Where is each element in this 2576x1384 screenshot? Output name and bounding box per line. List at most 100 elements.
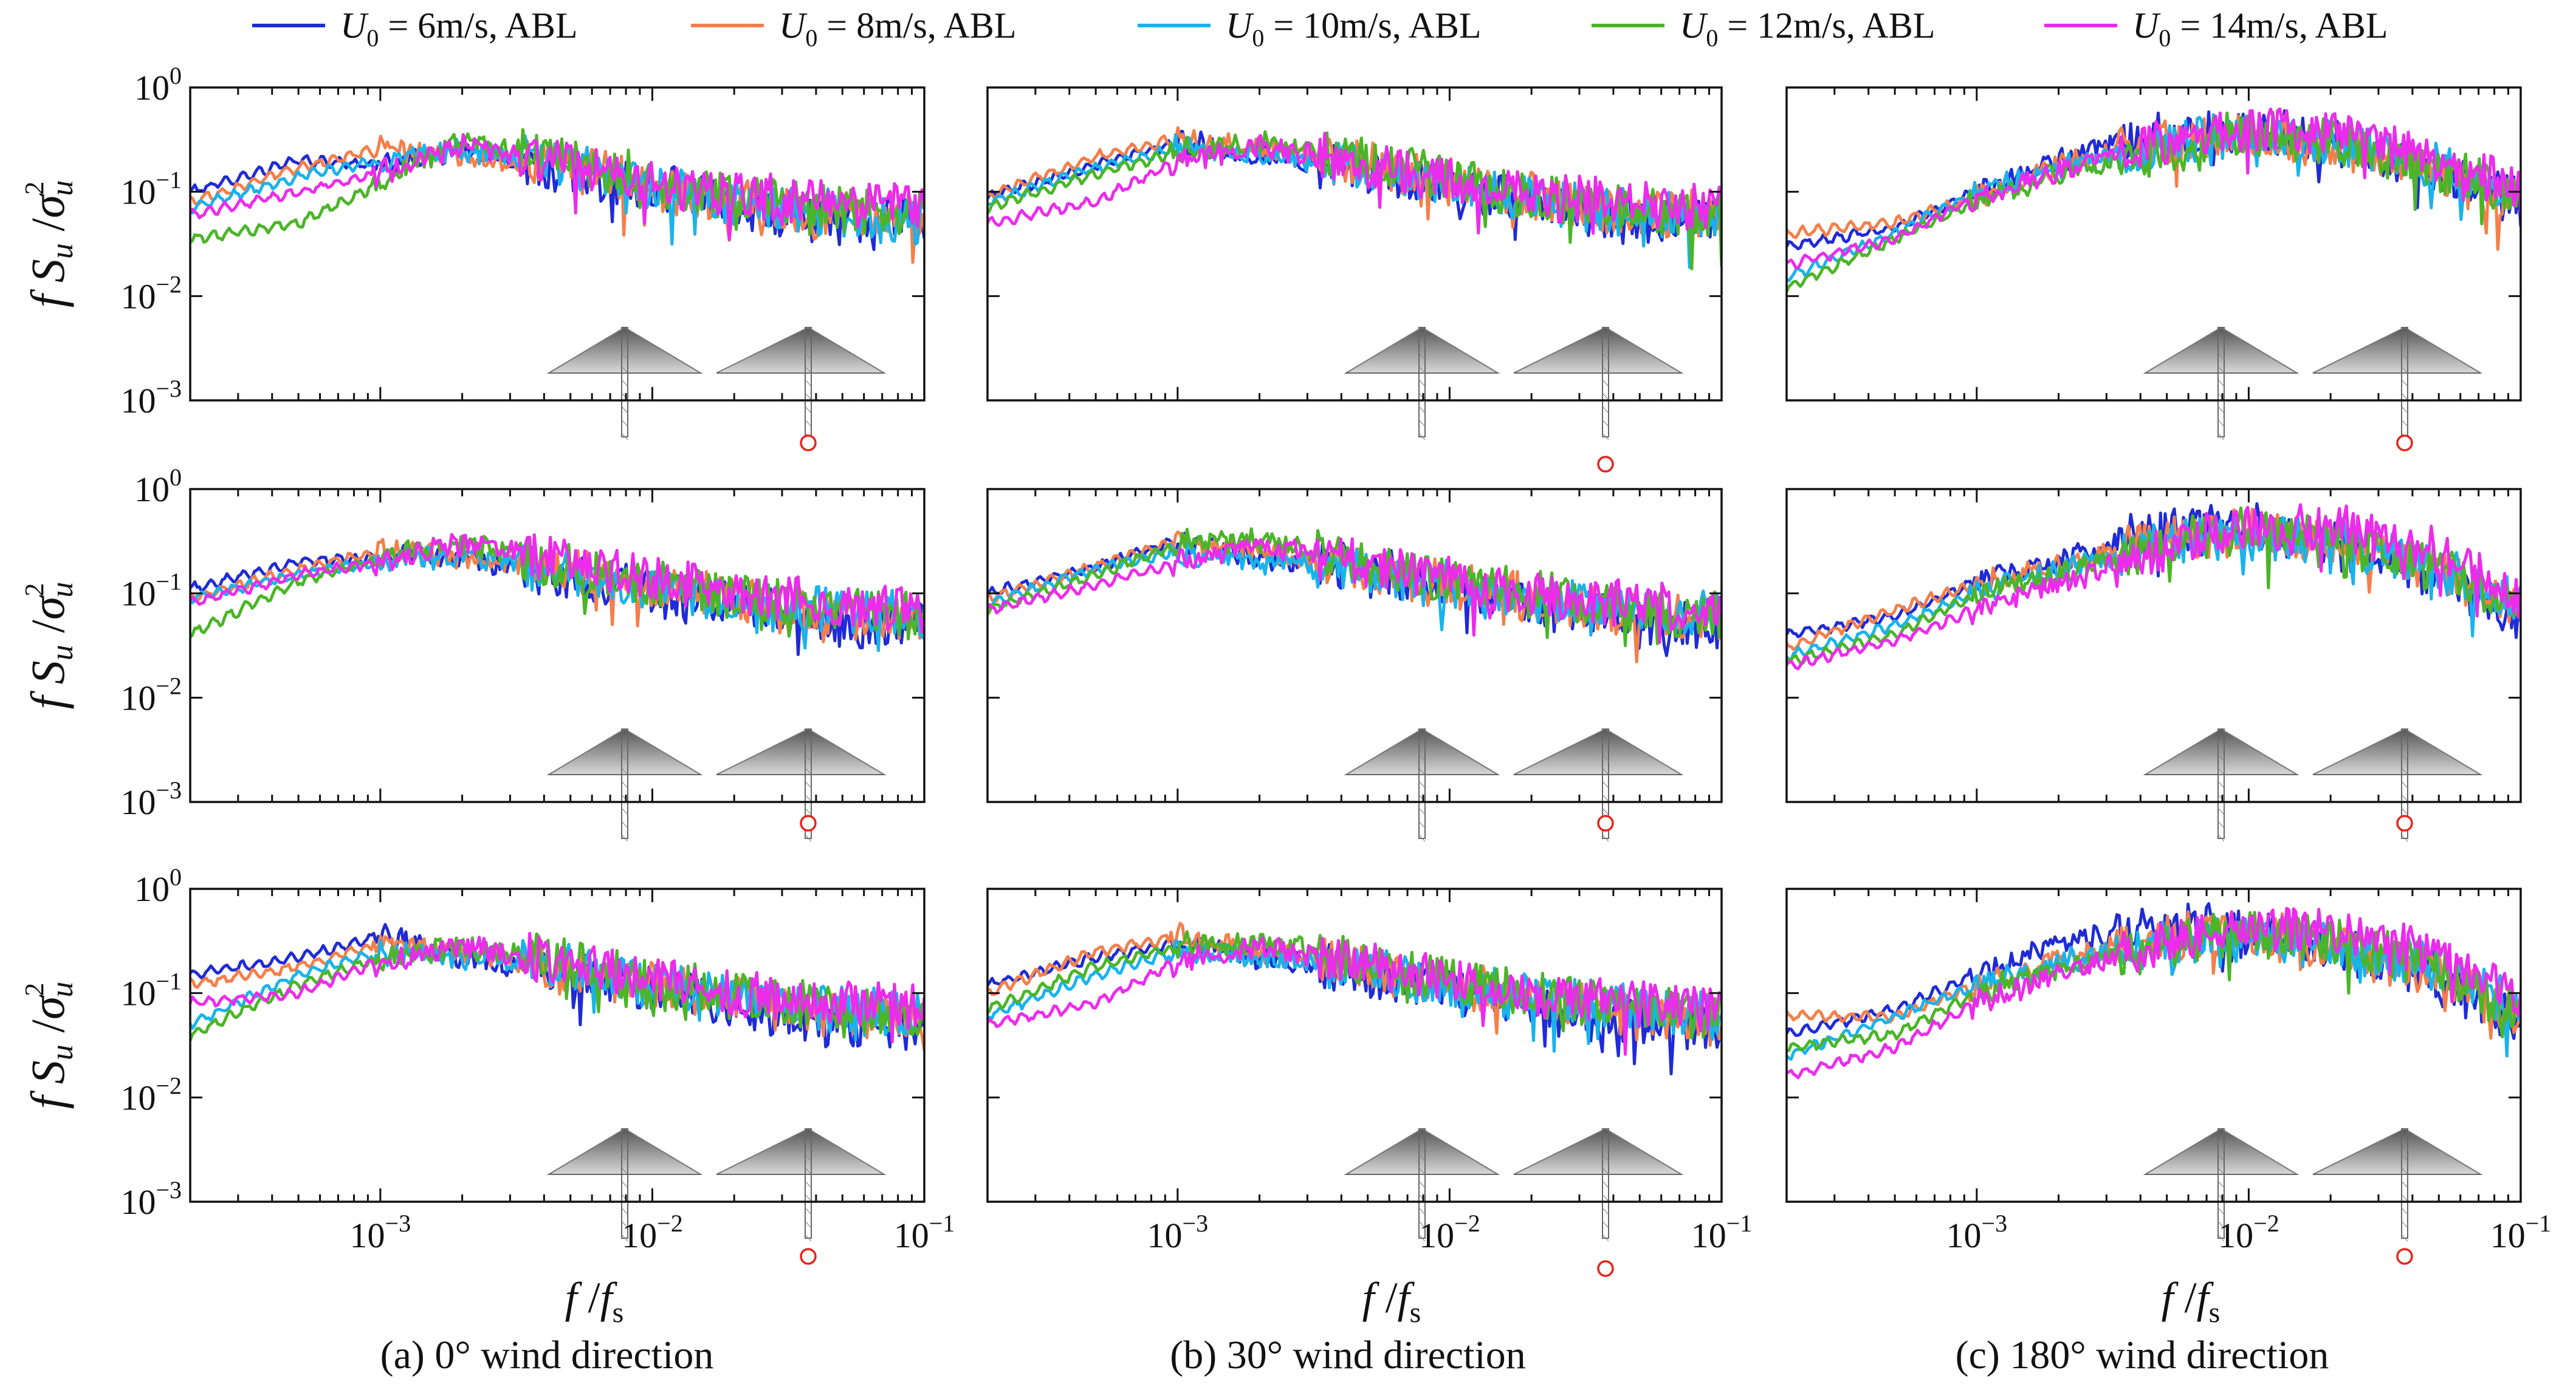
series-line-u14: [987, 537, 1722, 644]
plot-frame: [189, 488, 926, 803]
legend: U0 = 6m/s, ABL U0 = 8m/s, ABL U0 = 10m/s, …: [252, 5, 2388, 52]
canopy-2: [2312, 326, 2483, 374]
panel-b3: 10−3 10−2 10−1: [986, 888, 1753, 1277]
series-group: [987, 126, 1722, 270]
measurement-point-marker: [2396, 434, 2413, 451]
series-line-u14: [1787, 503, 2521, 671]
legend-label-u8: U0 = 8m/s, ABL: [779, 5, 1017, 52]
y-tick-label: 10−3: [120, 776, 182, 822]
y-tick-label: 100: [134, 464, 182, 509]
panel-c2: [1785, 488, 2522, 842]
x-axis-label: f /fs: [1362, 1273, 1421, 1329]
x-tick-label: 10−2: [2218, 1210, 2279, 1255]
caption-c: (c) 180° wind direction: [1956, 1333, 2329, 1377]
plot-frame: [189, 86, 926, 402]
canopy-2: [2312, 728, 2483, 775]
legend-item-u8: U0 = 8m/s, ABL: [691, 5, 1017, 52]
y-tick-label: 100: [134, 863, 182, 909]
legend-item-u12: U0 = 12m/s, ABL: [1592, 5, 1935, 52]
y-axis-label: f Su /σ2u: [19, 582, 80, 710]
canopy-2: [2312, 1128, 2483, 1175]
series-line-u14: [987, 132, 1722, 235]
axis-labels: f Su /σ2u f Su /σ2u f Su /σ2u f /fs f /fs f /…: [19, 180, 2220, 1329]
canopy-1: [1344, 728, 1500, 775]
series-line-u14: [987, 936, 1722, 1056]
tick-marks: [189, 488, 926, 803]
panel-b1: [986, 86, 1723, 473]
measurement-point-marker: [2396, 815, 2413, 832]
tick-marks: [1785, 888, 2522, 1203]
x-tick-label: 10−1: [2490, 1210, 2552, 1255]
y-tick-label: 10−3: [120, 1176, 182, 1222]
x-tick-label: 10−2: [1419, 1210, 1480, 1255]
y-tick-label: 10−2: [120, 270, 182, 316]
plot-frame: [986, 86, 1723, 402]
inset-icon: [546, 1128, 887, 1265]
inset-icon: [2143, 326, 2483, 451]
measurement-point-marker: [800, 1248, 817, 1265]
plot-frame: [189, 888, 926, 1203]
panel-b2: [986, 488, 1723, 842]
canopy-1: [1344, 326, 1500, 374]
x-tick-label: 10−3: [1946, 1210, 2008, 1255]
measurement-point-marker: [1597, 1260, 1614, 1277]
tick-marks: [189, 86, 926, 402]
panel-a1: 100 10−1 10−2 10−3: [120, 62, 926, 451]
measurement-point-marker: [800, 434, 817, 451]
canopy-2: [716, 728, 887, 775]
y-tick-label: 10−2: [120, 672, 182, 718]
canopy-2: [716, 326, 887, 374]
tick-marks: [986, 488, 1723, 803]
y-tick-label: 100: [134, 62, 182, 108]
panel-grid: 10010−110−210−310010−110−210−310010−110−…: [120, 62, 2552, 1277]
inset-icon: [1344, 1128, 1684, 1277]
panel-a2: 100 10−1 10−2 10−3: [120, 464, 926, 842]
canopy-2: [1513, 728, 1684, 775]
y-axis-label: f Su /σ2u: [19, 180, 80, 308]
y-tick-label: 10−1: [120, 166, 182, 212]
x-tick-label: 10−3: [350, 1210, 411, 1255]
legend-item-u14: U0 = 14m/s, ABL: [2044, 5, 2388, 52]
plot-frame: [1785, 888, 2522, 1203]
x-tick-label: 10−1: [1691, 1210, 1753, 1255]
x-axis-label: f /fs: [2162, 1273, 2221, 1329]
tick-marks: [986, 888, 1723, 1203]
x-axis-label: f /fs: [565, 1273, 624, 1329]
canopy-1: [1344, 1128, 1500, 1175]
captions: (a) 0° wind direction (b) 30° wind direct…: [380, 1333, 2329, 1377]
series-line-u10: [1787, 917, 2521, 1061]
legend-label-u12: U0 = 12m/s, ABL: [1680, 5, 1935, 52]
legend-label-u14: U0 = 14m/s, ABL: [2132, 5, 2388, 52]
series-group: [190, 923, 924, 1051]
canopy-1: [546, 728, 703, 775]
tick-marks: [189, 888, 926, 1203]
series-group: [987, 922, 1722, 1075]
inset-icon: [2143, 1128, 2483, 1265]
panel-c3: 10−3 10−2 10−1: [1785, 888, 2552, 1265]
plot-frame: [1785, 86, 2522, 402]
inset-icon: [546, 728, 887, 842]
canopy-1: [546, 326, 703, 374]
series-line-u8: [987, 922, 1722, 1047]
canopy-1: [546, 1128, 703, 1175]
measurement-point-marker: [1597, 815, 1614, 832]
series-group: [1787, 902, 2521, 1080]
legend-label-u10: U0 = 10m/s, ABL: [1226, 5, 1482, 52]
series-line-u14: [190, 133, 924, 241]
x-tick-label: 10−3: [1147, 1210, 1209, 1255]
measurement-point-marker: [800, 815, 817, 832]
canopy-1: [2143, 1128, 2300, 1175]
series-line-u14: [1787, 906, 2521, 1080]
canopy-1: [2143, 728, 2300, 775]
y-tick-label: 10−3: [120, 375, 182, 420]
tick-marks: [1785, 86, 2522, 402]
canopy-2: [1513, 1128, 1684, 1175]
series-group: [1787, 107, 2521, 293]
y-tick-label: 10−2: [120, 1072, 182, 1117]
panel-c1: [1785, 86, 2522, 451]
series-group: [190, 533, 924, 656]
inset-icon: [1344, 326, 1684, 473]
series-group: [987, 527, 1722, 663]
series-line-u10: [987, 133, 1722, 269]
